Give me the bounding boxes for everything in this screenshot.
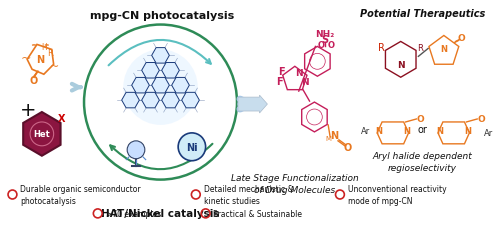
Polygon shape (142, 63, 160, 79)
Text: M: M (325, 135, 331, 141)
Text: Het: Het (34, 130, 50, 139)
Circle shape (124, 50, 198, 125)
Text: N: N (301, 77, 308, 86)
Text: X: X (58, 114, 65, 123)
Text: N: N (397, 60, 404, 69)
Polygon shape (162, 63, 180, 79)
Text: ~: ~ (50, 62, 59, 72)
Text: N: N (403, 127, 410, 136)
Text: N: N (376, 127, 382, 136)
Polygon shape (172, 78, 190, 93)
Text: +: + (20, 100, 36, 119)
Text: O: O (30, 76, 38, 86)
Text: mpg-CN photocatalysis: mpg-CN photocatalysis (90, 11, 234, 21)
Text: Detailed mechanistic &
kinetic studies: Detailed mechanistic & kinetic studies (204, 185, 293, 205)
Text: Aryl halide dependent
regioselectivity: Aryl halide dependent regioselectivity (372, 152, 472, 172)
Polygon shape (152, 78, 170, 93)
Text: N: N (330, 130, 338, 140)
Text: R: R (378, 43, 384, 53)
Text: Durable organic semiconductor
photocatalysis: Durable organic semiconductor photocatal… (20, 185, 141, 205)
Text: O: O (478, 115, 485, 124)
FancyArrow shape (238, 96, 268, 114)
Text: Late Stage Functionalization
of Drug Molecules: Late Stage Functionalization of Drug Mol… (231, 173, 358, 194)
Polygon shape (182, 93, 200, 108)
Circle shape (127, 141, 145, 159)
Text: ~: ~ (21, 52, 32, 65)
Text: F: F (278, 67, 284, 77)
Text: >70 examples: >70 examples (106, 209, 161, 218)
Text: N: N (36, 55, 44, 65)
Text: Ar: Ar (361, 127, 370, 136)
Text: N: N (436, 127, 444, 136)
Text: R: R (47, 49, 52, 58)
Polygon shape (152, 48, 170, 64)
Text: F: F (276, 77, 282, 87)
Text: Potential Therapeutics: Potential Therapeutics (360, 9, 485, 19)
Polygon shape (142, 93, 160, 108)
Text: Unconventional reactivity
mode of mpg-CN: Unconventional reactivity mode of mpg-CN (348, 185, 446, 205)
Text: Ar: Ar (484, 129, 494, 138)
Text: N: N (464, 127, 471, 136)
Text: S: S (322, 35, 329, 45)
Text: O: O (344, 142, 352, 152)
Text: R: R (418, 44, 424, 53)
Text: NH₂: NH₂ (316, 30, 335, 39)
Text: Ni: Ni (186, 142, 198, 152)
Polygon shape (132, 78, 150, 93)
Text: O: O (458, 34, 466, 43)
Text: O: O (416, 115, 424, 124)
Text: N: N (295, 68, 302, 77)
Text: O: O (318, 41, 325, 50)
Polygon shape (162, 93, 180, 108)
Text: or: or (418, 124, 427, 134)
Text: H: H (41, 43, 46, 52)
Polygon shape (122, 93, 140, 108)
Text: Practical & Sustainable: Practical & Sustainable (214, 209, 302, 218)
Text: N: N (440, 45, 448, 54)
Circle shape (178, 133, 206, 161)
Text: O: O (328, 41, 334, 50)
Polygon shape (23, 112, 60, 156)
Text: HAT/Nickel catalysis: HAT/Nickel catalysis (102, 209, 220, 218)
